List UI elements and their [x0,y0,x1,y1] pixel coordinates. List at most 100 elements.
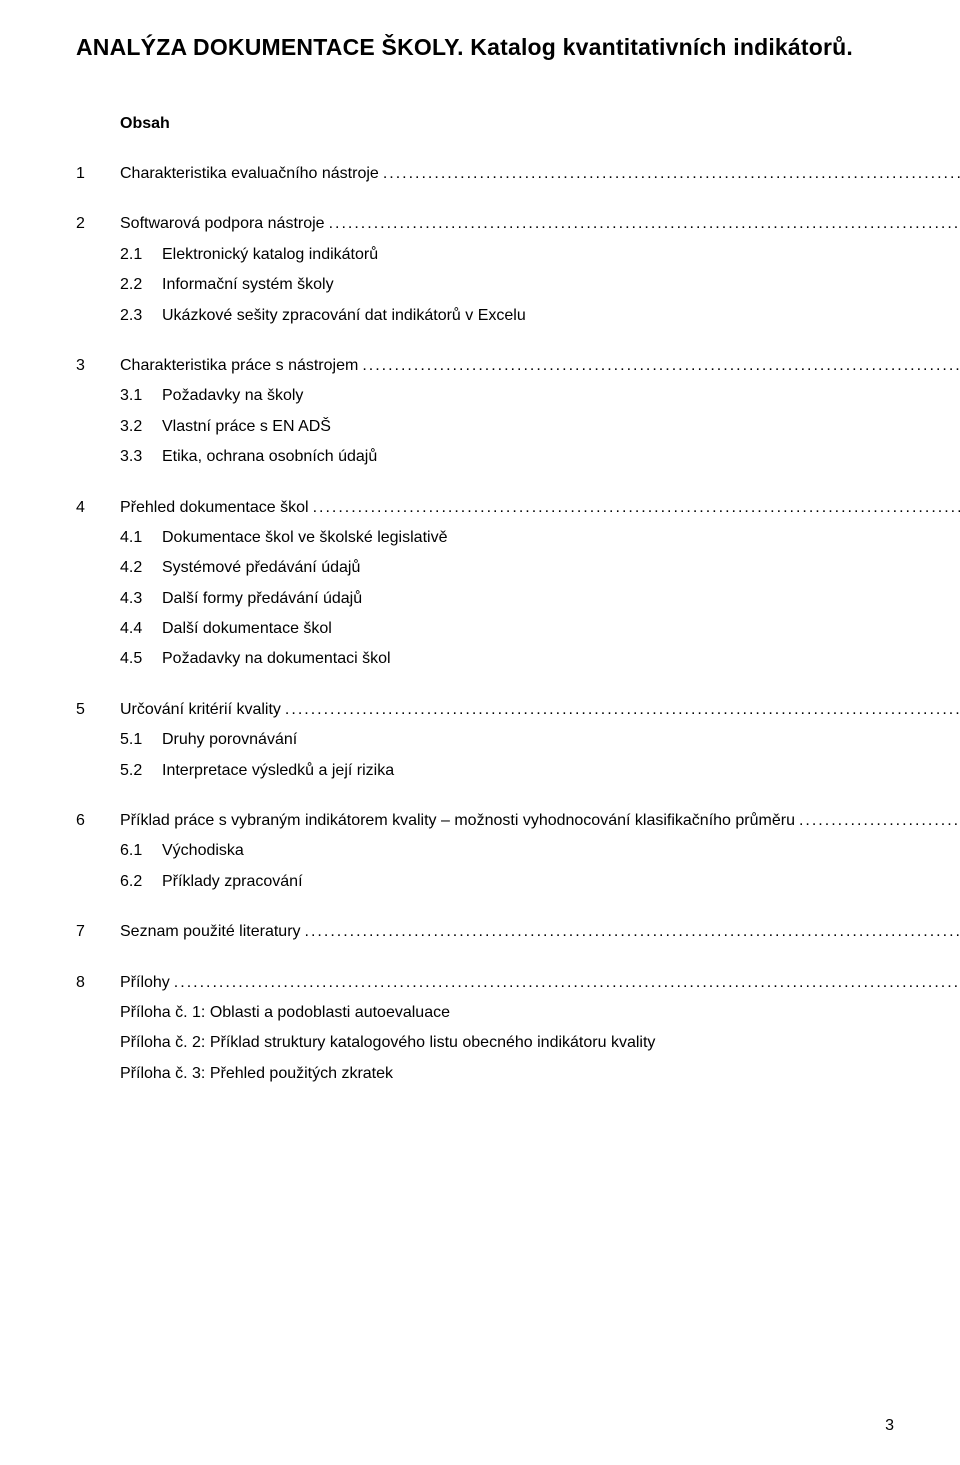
toc-section-number: 5 [76,695,120,786]
toc-section-body: Přílohy30Příloha č. 1: Oblasti a podobla… [120,968,960,1090]
toc-subsection: 4.3Další formy předávání údajů [120,584,960,614]
toc-section: 1Charakteristika evaluačního nástroje5 [76,159,894,189]
toc-subsection: 3.3Etika, ochrana osobních údajů [120,442,960,472]
toc-section-label: Určování kritérií kvality [120,695,281,725]
toc-section-number: 2 [76,209,120,331]
toc-section-label: Softwarová podpora nástroje [120,209,325,239]
toc-subsection-number: 4.3 [120,584,162,614]
toc-dots [383,159,960,189]
toc-subsection-label: Elektronický katalog indikátorů [162,240,378,270]
toc-subsection-label: Požadavky na dokumentaci škol [162,644,391,674]
toc-section-body: Seznam použité literatury29 [120,917,960,947]
toc-subsection-number: 6.2 [120,867,162,897]
toc-section-label: Seznam použité literatury [120,917,301,947]
toc-subsection: 5.1Druhy porovnávání [120,725,960,755]
toc-subsection: 3.2Vlastní práce s EN ADŠ [120,412,960,442]
toc-gap [76,788,894,806]
toc-subsection-label: Informační systém školy [162,270,334,300]
toc-gap [76,950,894,968]
toc-section: 5Určování kritérií kvality175.1Druhy por… [76,695,894,786]
page-title: ANALÝZA DOKUMENTACE ŠKOLY. Katalog kvant… [76,34,894,61]
toc-heading: Obsah [120,115,894,133]
toc-section-number: 1 [76,159,120,189]
toc-gap [76,899,894,917]
toc-section-label: Příklad práce s vybraným indikátorem kva… [120,806,795,836]
toc-section-body: Příklad práce s vybraným indikátorem kva… [120,806,960,897]
toc-subsection-label: Vlastní práce s EN ADŠ [162,412,331,442]
toc-subsection-label: Další formy předávání údajů [162,584,362,614]
toc-subsection: 4.1Dokumentace škol ve školské legislati… [120,523,960,553]
toc-subsection: 2.3Ukázkové sešity zpracování dat indiká… [120,301,960,331]
toc-subsection-label: Příloha č. 2: Příklad struktury katalogo… [120,1028,655,1058]
toc-subsection-number: 3.1 [120,381,162,411]
toc-dots [174,968,960,998]
toc-subsection-number: 2.3 [120,301,162,331]
toc-dots [313,493,960,523]
toc-main-row: Přílohy30 [120,968,960,998]
toc-section-body: Určování kritérií kvality175.1Druhy poro… [120,695,960,786]
toc-main-row: Určování kritérií kvality17 [120,695,960,725]
toc-subsection-number: 4.5 [120,644,162,674]
toc-subsection: 4.2Systémové předávání údajů [120,553,960,583]
toc-dots [799,806,960,836]
toc-dots [285,695,960,725]
toc-section: 2Softwarová podpora nástroje82.1Elektron… [76,209,894,331]
toc-main-row: Seznam použité literatury29 [120,917,960,947]
toc-subsection: 2.2Informační systém školy [120,270,960,300]
toc-subsection-number: 3.2 [120,412,162,442]
toc-gap [76,191,894,209]
toc-subsection: 6.1Východiska [120,836,960,866]
toc-main-row: Softwarová podpora nástroje8 [120,209,960,239]
toc-subsection-label: Východiska [162,836,244,866]
table-of-contents: 1Charakteristika evaluačního nástroje52S… [76,159,894,1089]
toc-section-body: Přehled dokumentace škol134.1Dokumentace… [120,493,960,675]
toc-section-body: Charakteristika evaluačního nástroje5 [120,159,960,189]
toc-subsection-number: 2.1 [120,240,162,270]
toc-subsection: 5.2Interpretace výsledků a její rizika [120,756,960,786]
toc-subsection: Příloha č. 1: Oblasti a podoblasti autoe… [120,998,960,1028]
toc-subsection-label: Ukázkové sešity zpracování dat indikátor… [162,301,526,331]
toc-subsection-number: 4.1 [120,523,162,553]
toc-subsection-label: Interpretace výsledků a její rizika [162,756,394,786]
toc-section-body: Softwarová podpora nástroje82.1Elektroni… [120,209,960,331]
toc-section-number: 6 [76,806,120,897]
toc-subsection: Příloha č. 3: Přehled použitých zkratek [120,1059,960,1089]
toc-section-body: Charakteristika práce s nástrojem103.1Po… [120,351,960,473]
toc-subsection: 3.1Požadavky na školy [120,381,960,411]
toc-section: 3Charakteristika práce s nástrojem103.1P… [76,351,894,473]
toc-main-row: Charakteristika evaluačního nástroje5 [120,159,960,189]
toc-section-number: 7 [76,917,120,947]
toc-dots [329,209,960,239]
toc-subsection-label: Další dokumentace škol [162,614,332,644]
toc-subsection-label: Požadavky na školy [162,381,303,411]
toc-section-number: 8 [76,968,120,1090]
toc-subsection-number: 6.1 [120,836,162,866]
toc-subsection: 4.5Požadavky na dokumentaci škol [120,644,960,674]
page-number: 3 [885,1417,894,1435]
toc-main-row: Příklad práce s vybraným indikátorem kva… [120,806,960,836]
toc-subsection-label: Dokumentace škol ve školské legislativě [162,523,447,553]
toc-main-row: Přehled dokumentace škol13 [120,493,960,523]
toc-subsection-label: Etika, ochrana osobních údajů [162,442,377,472]
toc-subsection: 2.1Elektronický katalog indikátorů [120,240,960,270]
toc-subsection-number: 4.4 [120,614,162,644]
toc-gap [76,333,894,351]
toc-section: 8Přílohy30Příloha č. 1: Oblasti a podobl… [76,968,894,1090]
toc-subsection: 4.4Další dokumentace škol [120,614,960,644]
toc-subsection: 6.2Příklady zpracování [120,867,960,897]
toc-dots [305,917,960,947]
toc-subsection-number: 5.2 [120,756,162,786]
toc-section-number: 4 [76,493,120,675]
toc-subsection-number: 2.2 [120,270,162,300]
toc-section: 6Příklad práce s vybraným indikátorem kv… [76,806,894,897]
toc-subsection-label: Systémové předávání údajů [162,553,360,583]
toc-subsection-label: Příloha č. 3: Přehled použitých zkratek [120,1059,393,1089]
toc-section-label: Přehled dokumentace škol [120,493,309,523]
toc-gap [76,475,894,493]
toc-section: 4Přehled dokumentace škol134.1Dokumentac… [76,493,894,675]
toc-dots [362,351,960,381]
toc-section-label: Charakteristika evaluačního nástroje [120,159,379,189]
toc-main-row: Charakteristika práce s nástrojem10 [120,351,960,381]
toc-subsection: Příloha č. 2: Příklad struktury katalogo… [120,1028,960,1058]
toc-subsection-number: 3.3 [120,442,162,472]
